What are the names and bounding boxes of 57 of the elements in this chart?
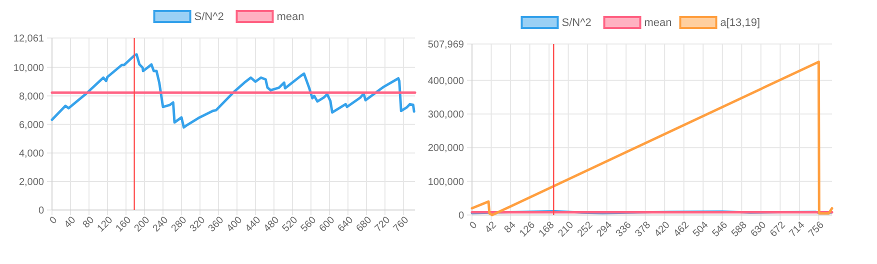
legend-label: mean — [276, 10, 304, 23]
y-tick-label: 200,000 — [428, 143, 464, 154]
y-tick-label: 4,000 — [18, 148, 44, 160]
y-tick-label: 400,000 — [428, 76, 464, 87]
x-tick-label: 294 — [594, 220, 615, 240]
y-tick-label: 12,061 — [13, 34, 44, 44]
x-tick-label: 672 — [768, 220, 788, 240]
x-tick-label: 504 — [691, 220, 712, 240]
x-tick-label: 520 — [280, 214, 300, 234]
x-tick-label: 252 — [576, 220, 596, 240]
x-tick-label: 714 — [787, 220, 808, 240]
y-tick-label: 8,000 — [18, 91, 44, 102]
legend-label: a[13,19] — [720, 16, 760, 29]
x-tick-label: 200 — [132, 214, 152, 234]
y-tick-label: 300,000 — [428, 110, 464, 121]
x-tick-label: 600 — [317, 214, 338, 234]
x-tick-label: 440 — [243, 214, 264, 234]
x-tick-label: 160 — [114, 214, 134, 234]
x-tick-label: 480 — [262, 214, 282, 234]
line-series — [50, 53, 416, 129]
x-tick-label: 420 — [652, 220, 673, 240]
y-tick-label: 10,000 — [13, 62, 44, 74]
x-tick-label: 42 — [483, 220, 500, 236]
x-tick-label: 210 — [556, 220, 576, 240]
x-tick-label: 378 — [633, 220, 654, 240]
x-tick-label: 640 — [336, 214, 356, 234]
x-tick-label: 756 — [806, 220, 827, 240]
y-tick-label: 0 — [38, 206, 44, 216]
x-tick-label: 588 — [730, 220, 750, 240]
x-tick-label: 760 — [391, 214, 412, 234]
x-tick-label: 168 — [537, 220, 557, 240]
y-tick-label: 507,969 — [428, 40, 464, 50]
x-tick-label: 400 — [224, 214, 245, 234]
x-tick-label: 630 — [748, 220, 769, 240]
x-tick-label: 360 — [206, 214, 226, 234]
x-tick-label: 0 — [468, 220, 480, 232]
x-tick-label: 40 — [62, 214, 78, 230]
x-tick-label: 126 — [518, 220, 538, 240]
x-tick-label: 336 — [614, 220, 634, 240]
x-tick-label: 120 — [96, 214, 116, 234]
y-tick-label: 2,000 — [18, 176, 44, 188]
y-tick-label: 6,000 — [18, 120, 44, 131]
x-tick-label: 0 — [48, 214, 60, 227]
x-tick-label: 546 — [710, 220, 730, 240]
x-tick-label: 560 — [298, 214, 319, 234]
x-tick-label: 240 — [151, 214, 171, 234]
x-tick-label: 84 — [502, 220, 518, 236]
x-tick-label: 462 — [672, 220, 692, 240]
legend-label: S/N^2 — [562, 16, 592, 29]
x-tick-label: 320 — [188, 214, 208, 234]
y-tick-label: 100,000 — [428, 176, 464, 188]
legend-label: S/N^2 — [194, 10, 224, 23]
x-tick-label: 720 — [372, 214, 393, 234]
legend-label: mean — [644, 16, 672, 29]
x-tick-label: 680 — [354, 214, 374, 234]
x-tick-label: 280 — [169, 214, 190, 234]
x-tick-label: 80 — [80, 214, 97, 230]
